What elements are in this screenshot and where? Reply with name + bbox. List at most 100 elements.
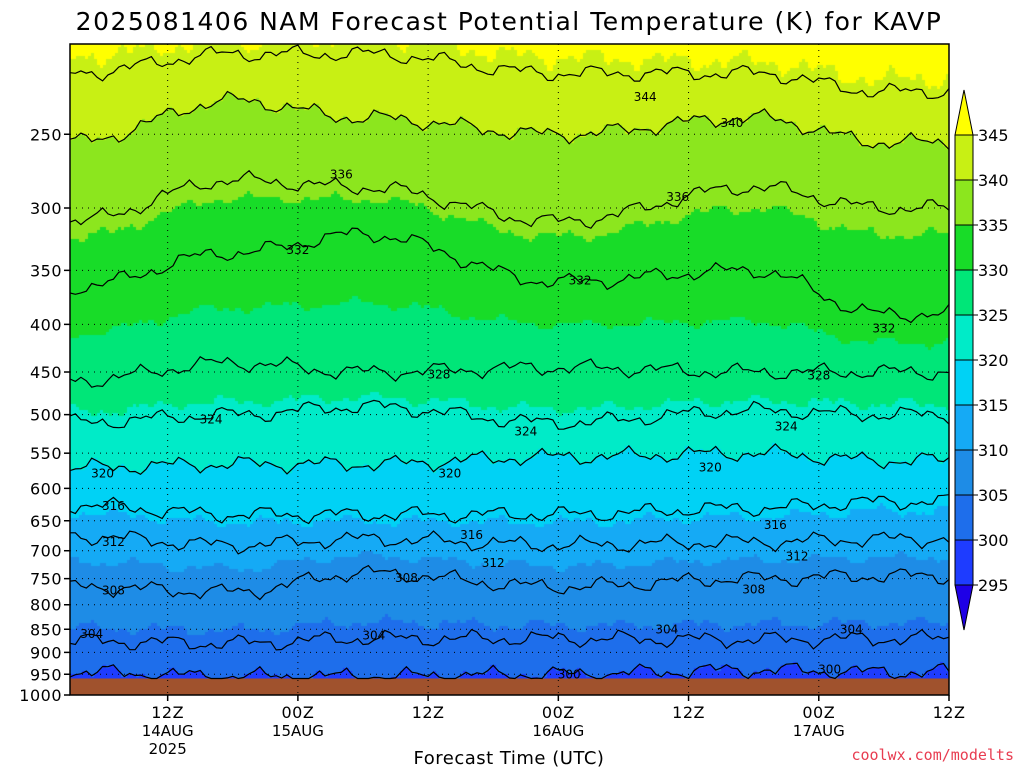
contour-label: 320 — [699, 461, 722, 475]
contour-label: 344 — [634, 90, 657, 104]
contour-line-320 — [70, 443, 949, 476]
colorbar-label: 305 — [978, 486, 1009, 505]
colorbar-box — [954, 449, 974, 496]
colorbar-box — [954, 314, 974, 361]
y-tick-label: 800 — [30, 596, 62, 615]
contour-label: 304 — [655, 622, 678, 636]
contour-line-316 — [70, 494, 949, 525]
colorbar-label: 325 — [978, 306, 1009, 325]
x-tick-label: 00Z — [802, 703, 835, 722]
contour-line-312 — [70, 530, 949, 555]
y-tick-label: 650 — [30, 512, 62, 531]
colorbar-box — [954, 404, 974, 451]
contour-label: 304 — [80, 627, 103, 641]
x-tick-label: 12Z — [412, 703, 445, 722]
contour-label: 332 — [286, 243, 309, 257]
y-tick-label: 700 — [30, 542, 62, 561]
contour-label: 312 — [102, 535, 125, 549]
ground-rect — [70, 678, 949, 695]
y-tick-label: 1000 — [19, 686, 62, 705]
credit-text: coolwx.com/modelts — [851, 746, 1014, 764]
contour-label: 324 — [200, 412, 223, 426]
y-tick-label: 450 — [30, 363, 62, 382]
y-tick-label: 500 — [30, 406, 62, 425]
colorbar-label: 340 — [978, 171, 1009, 190]
colorbar-label: 330 — [978, 261, 1009, 280]
x-tick-label: 12Z — [151, 703, 184, 722]
x-axis-label: Forecast Time (UTC) — [414, 748, 605, 768]
colorbar-arrow-bottom — [954, 584, 974, 631]
contour-labels: 344 340 336 336 332 332 332 328 328 324 324 324 320 3… — [80, 90, 895, 681]
y-tick-label: 250 — [30, 125, 62, 144]
contour-label: 320 — [438, 466, 461, 480]
contour-line-344 — [70, 44, 949, 100]
y-tick-label: 300 — [30, 199, 62, 218]
contour-label: 332 — [872, 321, 895, 335]
y-tick-label: 850 — [30, 620, 62, 639]
colorbar-label: 310 — [978, 441, 1009, 460]
colorbar-box — [954, 179, 974, 226]
contour-line-340 — [70, 90, 949, 150]
colorbar-box — [954, 539, 974, 586]
contour-line-324 — [70, 399, 949, 430]
colorbar-box — [954, 359, 974, 406]
y-axis: 250 300 350 400 450 500 550 600 650 700 750 800 850 9… — [19, 125, 70, 705]
contour-label: 304 — [840, 622, 863, 636]
contour-line-332 — [70, 227, 949, 324]
x-date-label: 17AUG — [793, 722, 845, 740]
contour-label: 336 — [330, 167, 353, 181]
contour-line-336 — [70, 169, 949, 229]
colorbar-box — [954, 224, 974, 271]
contour-label: 316 — [460, 528, 483, 542]
colorbar: 295 300 305 310 315 320 325 330 335 340 345 — [954, 89, 1009, 631]
contour-label: 332 — [569, 274, 592, 288]
x-date-label: 14AUG — [142, 722, 194, 740]
x-date-label: 16AUG — [532, 722, 584, 740]
contour-label: 340 — [721, 116, 744, 130]
y-tick-label: 600 — [30, 479, 62, 498]
contour-lines — [70, 44, 949, 680]
contour-label: 324 — [514, 424, 537, 438]
colorbar-arrow-top — [954, 89, 974, 136]
contour-line-308 — [70, 564, 949, 601]
contour-label: 300 — [558, 667, 581, 681]
colorbar-label: 300 — [978, 531, 1009, 550]
x-year-label: 2025 — [149, 740, 187, 758]
x-tick-label: 00Z — [542, 703, 575, 722]
contour-label: 336 — [666, 190, 689, 204]
x-tick-label: 12Z — [672, 703, 705, 722]
contour-label: 304 — [362, 628, 385, 642]
x-date-label: 15AUG — [272, 722, 324, 740]
contour-label: 308 — [395, 571, 418, 585]
y-tick-label: 350 — [30, 261, 62, 280]
contour-label: 328 — [807, 369, 830, 383]
colorbar-box — [954, 494, 974, 541]
y-tick-label: 750 — [30, 570, 62, 589]
colorbar-box — [954, 134, 974, 181]
contour-line-300 — [70, 662, 949, 680]
colorbar-label: 315 — [978, 396, 1009, 415]
contour-label: 324 — [775, 420, 798, 434]
colorbar-label: 345 — [978, 126, 1009, 145]
colorbar-label: 320 — [978, 351, 1009, 370]
y-tick-label: 900 — [30, 643, 62, 662]
contour-label: 300 — [818, 663, 841, 677]
colorbar-label: 295 — [978, 576, 1009, 595]
colorbar-label: 335 — [978, 216, 1009, 235]
contour-label: 308 — [102, 583, 125, 597]
x-tick-label: 12Z — [933, 703, 966, 722]
plot-frame — [69, 43, 950, 696]
contour-line-304 — [70, 628, 949, 651]
contour-label: 320 — [91, 466, 114, 480]
contour-label: 312 — [482, 556, 505, 570]
y-tick-label: 550 — [30, 444, 62, 463]
contour-label: 316 — [102, 499, 125, 513]
chart-title: 2025081406 NAM Forecast Potential Temper… — [76, 7, 943, 36]
colorbar-box — [954, 269, 974, 316]
x-tick-label: 00Z — [281, 703, 314, 722]
contour-line-328 — [70, 356, 949, 388]
y-tick-label: 950 — [30, 665, 62, 684]
contour-label: 312 — [786, 549, 809, 563]
contour-label: 308 — [742, 582, 765, 596]
